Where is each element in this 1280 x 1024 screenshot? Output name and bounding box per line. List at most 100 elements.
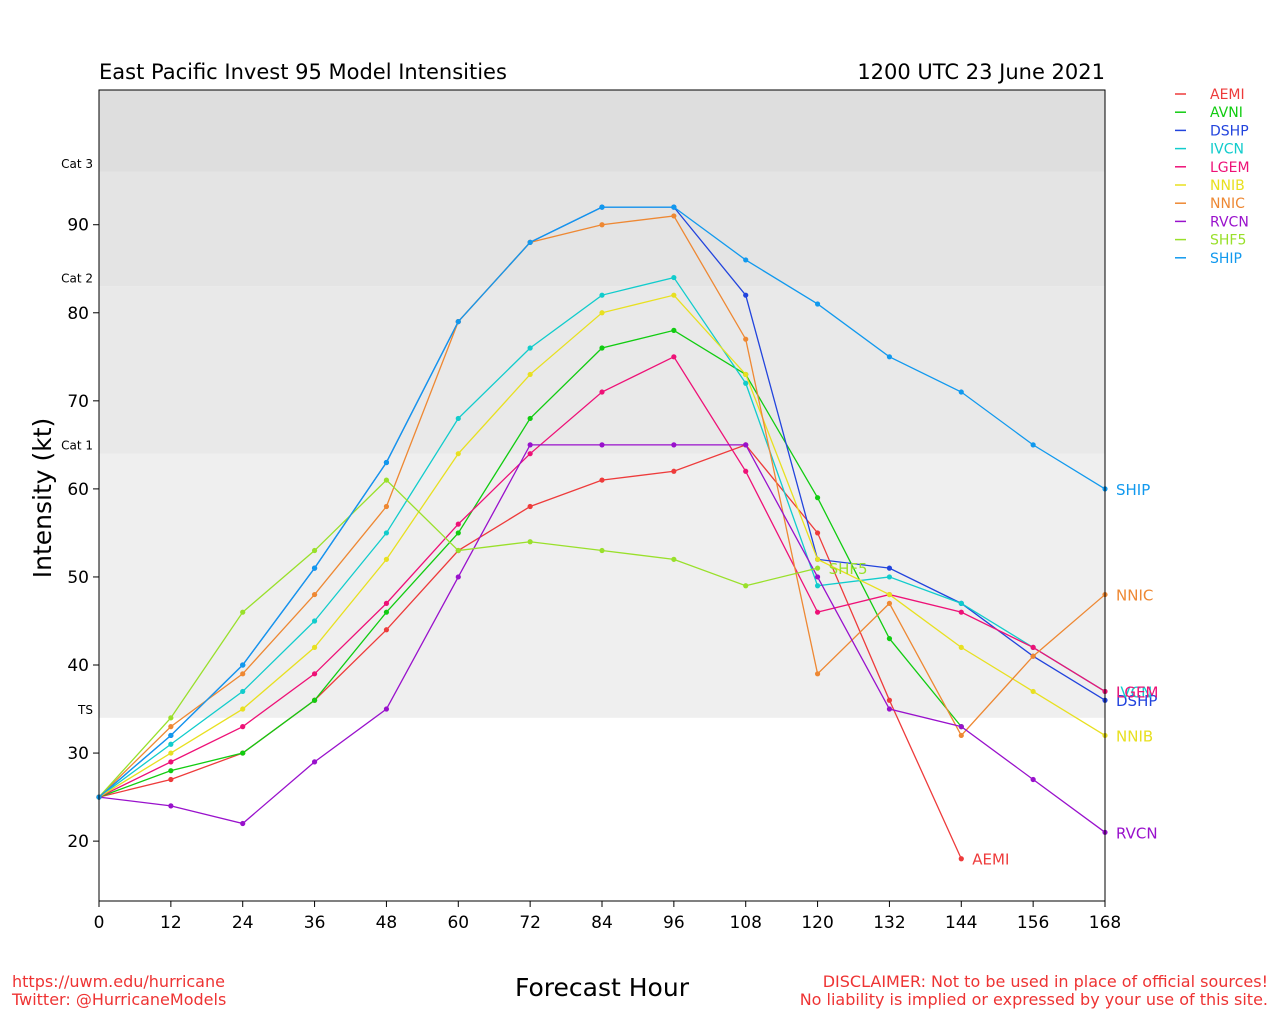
data-point [599,389,605,395]
series-lgem [96,354,1108,800]
x-axis-ticks: 0 12 24 36 48 60 72 84 96 108 120 132 144 156 168 [94,901,1121,933]
series-ship [96,204,1108,800]
legend-item-aemi: AEMI [1210,87,1245,103]
y-tick-label: 70 [67,392,89,412]
x-tick-label: 12 [160,913,182,933]
legend-item-avni: AVNI [1210,105,1243,121]
end-label-ship: SHIP [1116,481,1150,499]
x-tick-label: 156 [1017,913,1049,933]
legend-item-nnib: NNIB [1210,178,1245,194]
data-point [383,459,390,466]
data-point [311,565,318,571]
category-bands [99,90,1105,718]
data-point [599,222,605,228]
end-label-nnic: NNIC [1116,587,1153,605]
data-point [814,609,821,615]
data-point [527,442,533,448]
data-point [814,583,821,589]
data-point [599,477,605,483]
data-point [527,451,533,457]
x-tick-label: 132 [873,913,905,933]
x-tick-label: 168 [1089,913,1121,933]
data-point [168,759,174,765]
data-point [743,442,749,448]
data-point [743,468,749,474]
data-point [958,600,964,606]
data-point [671,468,677,474]
legend-item-lgem: LGEM [1210,160,1250,176]
data-point [1030,776,1036,783]
data-point [958,856,964,862]
x-tick-label: 144 [945,913,977,933]
data-point [240,609,246,615]
footer-twitter[interactable]: Twitter: @HurricaneModels [12,990,227,1009]
data-point [240,750,246,756]
data-point [383,503,390,510]
data-point [886,706,893,712]
data-point [168,715,174,721]
data-point [527,539,533,545]
x-tick-label: 0 [94,913,105,933]
data-point [527,345,533,351]
data-point [455,574,461,580]
data-point [958,724,964,730]
end-label-ivcn: IVCN [1116,683,1152,701]
data-point [168,768,174,774]
series-shf5 [96,477,821,800]
data-point [383,609,390,615]
data-point [240,706,246,712]
data-point [168,776,174,783]
data-point [1030,644,1036,650]
data-point [886,635,893,642]
data-point [311,671,318,677]
y-tick-label: 60 [67,480,89,500]
end-label-aemi: AEMI [972,851,1009,869]
data-point [958,389,964,395]
data-point [743,583,749,589]
end-label-nnib: NNIB [1116,727,1153,745]
legend-item-dshp: DSHP [1210,123,1249,139]
data-point [599,442,605,448]
data-point [886,574,893,580]
footer-credits: https://uwm.edu/hurricane Twitter: @Hurr… [12,973,226,1009]
data-point [886,697,893,703]
end-label-rvcn: RVCN [1116,824,1158,842]
y-tick-label: 40 [67,656,89,676]
footer-url[interactable]: https://uwm.edu/hurricane [12,972,225,991]
footer-disclaimer: DISCLAIMER: Not to be used in place of o… [800,973,1268,1009]
data-point [1030,653,1036,659]
data-point [958,609,964,615]
chart-title: East Pacific Invest 95 Model Intensities [99,60,507,84]
data-point [168,803,174,809]
data-point [671,204,677,210]
y-axis-ticks: 20 30 40 50 60 70 80 90 [67,216,99,852]
data-point [886,591,893,598]
band-label: Cat 3 [61,157,93,171]
data-point [814,574,821,580]
data-point [455,521,461,527]
band-cat-2 [99,171,1105,287]
end-label-dshp: DSHP [1116,692,1157,710]
end-label-lgem: LGEM [1116,683,1158,701]
band-label: Cat 2 [61,271,93,285]
data-point [168,741,174,747]
disclaimer-line-2: No liability is implied or expressed by … [799,990,1268,1009]
y-tick-label: 90 [67,216,89,236]
data-point [743,371,749,378]
legend-item-nnic: NNIC [1210,196,1245,212]
data-point [455,318,461,325]
data-point [455,415,461,422]
data-point [168,724,174,730]
data-point [671,442,677,448]
x-tick-label: 60 [447,913,469,933]
legend-item-shf5: SHF5 [1210,233,1246,249]
data-point [311,697,318,703]
data-point [671,327,677,333]
data-point [743,292,749,298]
x-tick-label: 72 [519,913,541,933]
data-point [599,292,605,298]
data-point [743,336,749,342]
x-tick-label: 108 [729,913,761,933]
data-point [383,627,390,633]
data-point [814,556,821,562]
